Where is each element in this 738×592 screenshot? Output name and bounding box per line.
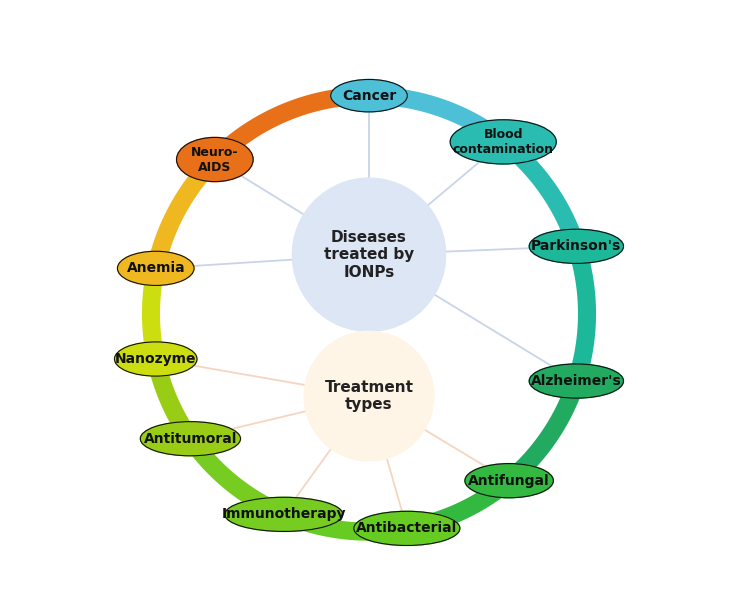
Text: Neuro-
AIDS: Neuro- AIDS: [191, 146, 238, 173]
Text: Antibacterial: Antibacterial: [356, 522, 458, 535]
Circle shape: [304, 332, 434, 461]
Text: Immunotherapy: Immunotherapy: [221, 507, 346, 522]
Ellipse shape: [225, 497, 342, 532]
Ellipse shape: [176, 137, 253, 182]
Ellipse shape: [331, 79, 407, 112]
Text: Alzheimer's: Alzheimer's: [531, 374, 621, 388]
Text: Blood
contamination: Blood contamination: [452, 128, 554, 156]
Text: Diseases
treated by
IONPs: Diseases treated by IONPs: [324, 230, 414, 279]
Ellipse shape: [117, 251, 194, 285]
Ellipse shape: [140, 422, 241, 456]
Text: Parkinson's: Parkinson's: [531, 239, 621, 253]
Text: Antitumoral: Antitumoral: [144, 432, 237, 446]
Ellipse shape: [114, 342, 197, 376]
Text: Anemia: Anemia: [126, 261, 185, 275]
Ellipse shape: [450, 120, 556, 164]
Text: Cancer: Cancer: [342, 89, 396, 102]
Text: Antifungal: Antifungal: [469, 474, 550, 488]
Circle shape: [292, 178, 446, 332]
Ellipse shape: [354, 511, 460, 545]
Ellipse shape: [529, 364, 624, 398]
Ellipse shape: [529, 229, 624, 263]
Ellipse shape: [465, 464, 554, 498]
Text: Treatment
types: Treatment types: [325, 380, 413, 413]
Text: Nanozyme: Nanozyme: [115, 352, 196, 366]
